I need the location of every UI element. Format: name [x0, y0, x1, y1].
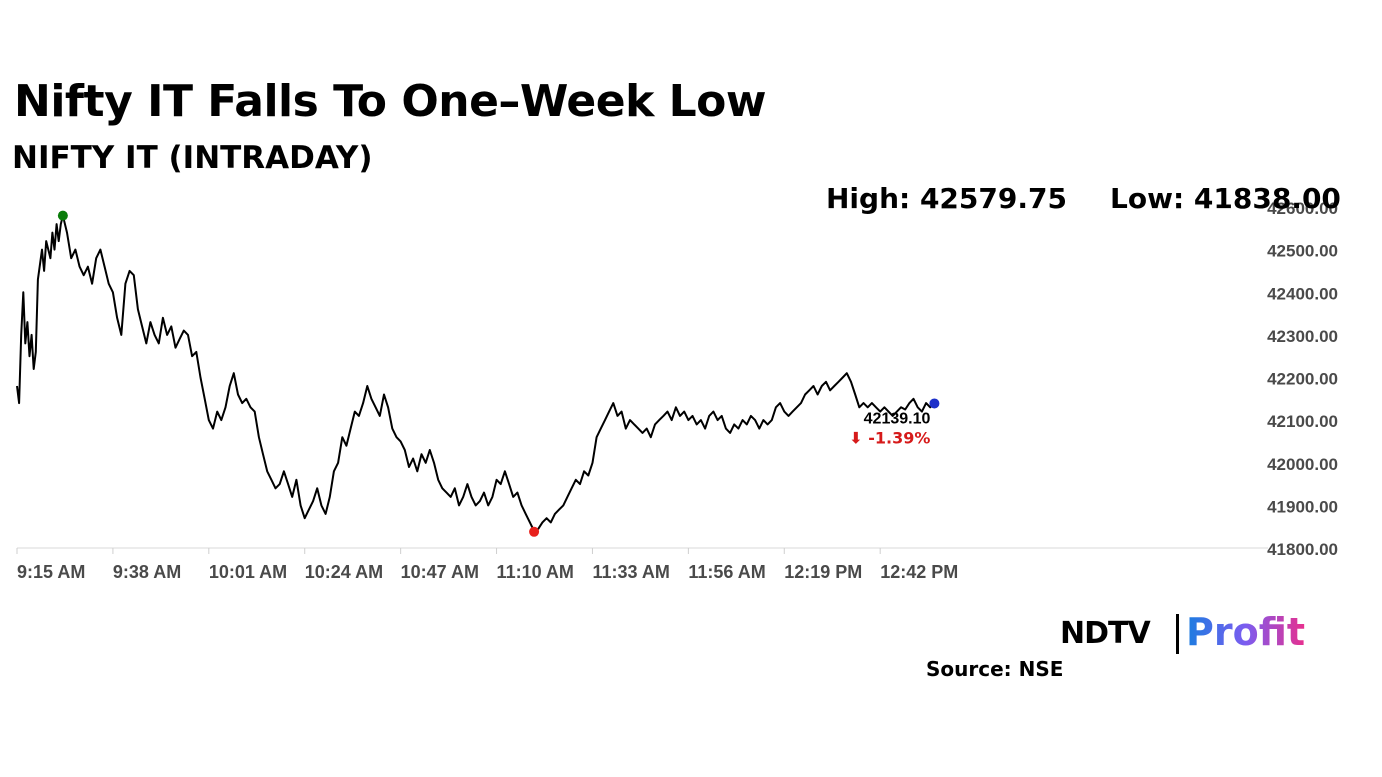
x-tick-label: 10:24 AM [305, 562, 383, 582]
x-tick-label: 11:33 AM [592, 562, 669, 582]
logo-ndtv-text: NDTV [1060, 616, 1151, 651]
series-line [16, 214, 936, 532]
chart-subtitle: NIFTY IT (INTRADAY) [12, 140, 373, 176]
y-tick-label: 42600.00 [1267, 199, 1338, 218]
x-tick-label: 11:56 AM [688, 562, 765, 582]
change-percent-label: ⬇ -1.39% [849, 428, 930, 447]
low-point-marker [529, 526, 540, 537]
x-tick-label: 12:19 PM [784, 562, 862, 582]
x-tick-label: 9:38 AM [113, 562, 181, 582]
chart-title: Nifty IT Falls To One–Week Low [14, 76, 767, 127]
y-tick-label: 42200.00 [1267, 370, 1338, 389]
x-tick-label: 10:01 AM [209, 562, 287, 582]
high-point-marker [57, 210, 68, 221]
x-tick-label: 12:42 PM [880, 562, 958, 582]
y-tick-label: 42000.00 [1267, 455, 1338, 474]
x-tick-label: 10:47 AM [401, 562, 479, 582]
y-tick-label: 42500.00 [1267, 242, 1338, 261]
last-point-marker [929, 398, 940, 409]
high-value: High: 42579.75 [826, 182, 1067, 215]
y-tick-label: 42100.00 [1267, 412, 1338, 431]
x-tick-label: 9:15 AM [17, 562, 85, 582]
y-tick-label: 41800.00 [1267, 540, 1338, 559]
source-label: Source: NSE [926, 657, 1064, 681]
y-tick-label: 42400.00 [1267, 284, 1338, 303]
logo-divider [1176, 614, 1179, 654]
low-value: Low: 41838.00 [1110, 182, 1341, 215]
x-tick-label: 11:10 AM [497, 562, 574, 582]
y-tick-label: 41900.00 [1267, 497, 1338, 516]
y-tick-label: 42300.00 [1267, 327, 1338, 346]
last-value-label: 42139.10 [864, 410, 931, 427]
logo-profit-text: Profit [1186, 610, 1306, 654]
